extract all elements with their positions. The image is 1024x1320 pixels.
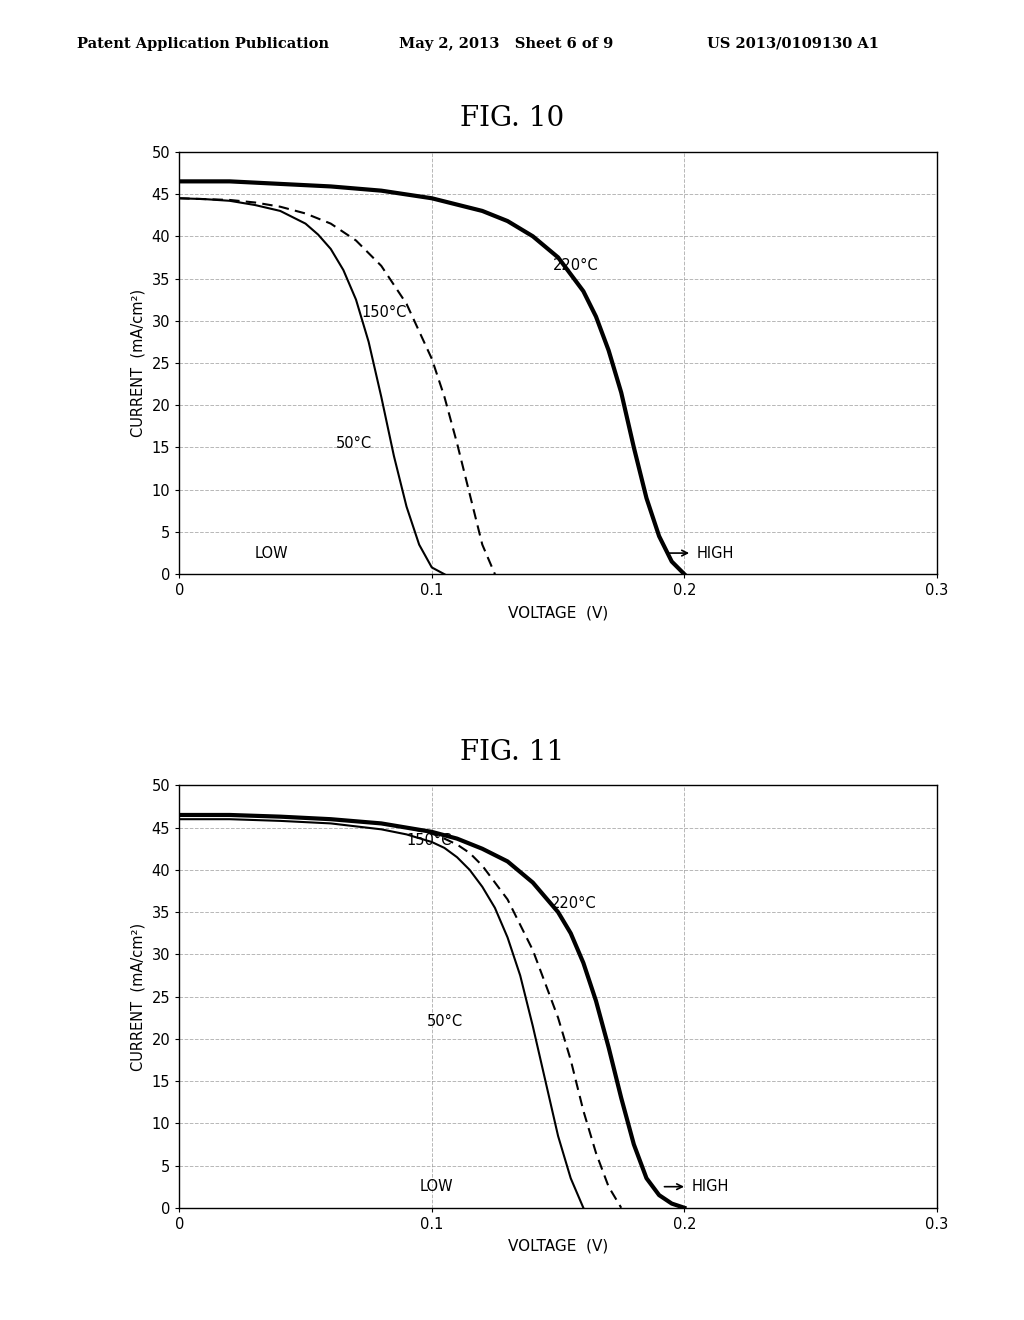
Text: FIG. 10: FIG. 10 — [460, 106, 564, 132]
Text: 50°C: 50°C — [336, 436, 372, 450]
Text: 150°C: 150°C — [407, 833, 452, 847]
Text: Patent Application Publication: Patent Application Publication — [77, 37, 329, 51]
Text: 150°C: 150°C — [361, 305, 407, 319]
X-axis label: VOLTAGE  (V): VOLTAGE (V) — [508, 1238, 608, 1254]
Text: US 2013/0109130 A1: US 2013/0109130 A1 — [707, 37, 879, 51]
Y-axis label: CURRENT  (mA/cm²): CURRENT (mA/cm²) — [131, 923, 145, 1071]
Text: 220°C: 220°C — [553, 259, 599, 273]
Text: May 2, 2013   Sheet 6 of 9: May 2, 2013 Sheet 6 of 9 — [399, 37, 613, 51]
Text: HIGH: HIGH — [692, 1179, 729, 1195]
Text: 220°C: 220°C — [551, 896, 596, 911]
Text: FIG. 11: FIG. 11 — [460, 739, 564, 766]
Text: HIGH: HIGH — [697, 545, 734, 561]
Text: LOW: LOW — [419, 1179, 453, 1195]
Text: 50°C: 50°C — [427, 1015, 463, 1030]
Text: LOW: LOW — [255, 545, 289, 561]
Y-axis label: CURRENT  (mA/cm²): CURRENT (mA/cm²) — [131, 289, 145, 437]
X-axis label: VOLTAGE  (V): VOLTAGE (V) — [508, 605, 608, 620]
